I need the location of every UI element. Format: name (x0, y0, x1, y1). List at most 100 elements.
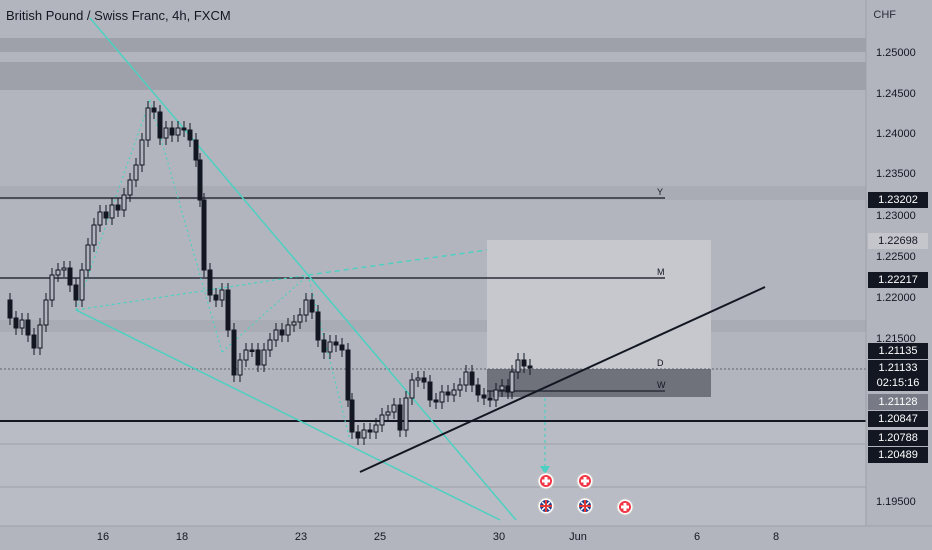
flag-swiss-icon[interactable] (576, 472, 594, 490)
candle-body (85, 244, 91, 271)
candle-body (127, 179, 133, 196)
pattern-leg-line[interactable] (307, 274, 351, 441)
candle-body (527, 365, 533, 369)
position-box[interactable] (487, 369, 711, 397)
candle-body (219, 289, 225, 301)
candle-body (79, 269, 85, 301)
candle-body (121, 194, 127, 211)
candle-body (457, 384, 463, 391)
candle-body (175, 127, 181, 136)
weekly-level-badge: 1.21128 (868, 394, 928, 410)
price-tick: 1.25000 (876, 47, 916, 59)
candle-body (237, 359, 243, 376)
candle-body (151, 107, 157, 113)
current-price-badge: 1.21133 (868, 360, 928, 376)
projection-dashed-line[interactable] (307, 249, 488, 276)
symbol-title[interactable]: British Pound / Swiss Franc, 4h, FXCM (6, 8, 231, 23)
time-tick: 25 (374, 531, 386, 543)
last-price-badge: 1.21135 (868, 343, 928, 359)
candle-body (475, 384, 481, 396)
flag-uk-icon[interactable] (576, 497, 594, 515)
resistance-band (0, 62, 866, 90)
candle-body (279, 329, 285, 336)
candle-body (451, 389, 457, 396)
candle-body (367, 429, 373, 433)
candle-body (427, 381, 433, 401)
candle-body (43, 299, 49, 326)
weekly-level-label: W (657, 380, 666, 390)
candle-body (373, 424, 379, 433)
price-tick: 1.21500 (876, 333, 916, 345)
flag-uk-icon[interactable] (537, 497, 555, 515)
flag-swiss-icon[interactable] (616, 498, 634, 516)
arrow-down-icon (540, 466, 550, 474)
candle-body (333, 341, 339, 346)
candle-body (309, 299, 315, 313)
channel-upper-trendline[interactable] (89, 17, 517, 521)
candle-body (91, 224, 97, 246)
candle-body (61, 267, 67, 271)
daily-level-label: D (657, 358, 664, 368)
candle-body (297, 314, 303, 323)
candle-body (409, 379, 415, 399)
candle-body (379, 414, 385, 426)
economic-events[interactable] (537, 472, 634, 516)
candle-body (361, 429, 367, 439)
candle-body (291, 321, 297, 326)
upper-box-badge: 1.22698 (868, 233, 928, 249)
candle-body (505, 385, 511, 393)
candle-body (97, 211, 103, 226)
candle-body (157, 111, 163, 139)
candle-body (515, 359, 521, 373)
time-tick: 30 (493, 531, 505, 543)
candle-body (139, 139, 145, 166)
zone-band (0, 186, 866, 200)
lower-box-badge: 1.20788 (868, 430, 928, 446)
low-level-badge: 1.20489 (868, 447, 928, 463)
candle-body (433, 399, 439, 403)
candle-body (499, 385, 505, 391)
candle-body (267, 339, 273, 351)
candle-body (327, 341, 333, 353)
time-tick: 23 (295, 531, 307, 543)
candle-body (481, 394, 487, 399)
price-tick: 1.24500 (876, 88, 916, 100)
candle-body (163, 127, 169, 139)
candle-body (397, 404, 403, 431)
price-tick: 1.24000 (876, 128, 916, 140)
candle-body (285, 324, 291, 336)
time-tick: Jun (569, 531, 587, 543)
candle-body (197, 159, 203, 201)
candle-body (463, 371, 469, 386)
candle-body (355, 431, 361, 439)
support-level-badge: 1.20847 (868, 411, 928, 427)
candle-body (421, 377, 427, 383)
price-tick: 1.23500 (876, 168, 916, 180)
candle-body (225, 289, 231, 331)
channel-lower-trendline[interactable] (75, 309, 501, 521)
candle-body (261, 349, 267, 366)
time-axis[interactable] (0, 526, 866, 550)
candle-body (273, 329, 279, 341)
candle-body (145, 107, 151, 141)
flag-swiss-icon[interactable] (537, 472, 555, 490)
candles-group[interactable] (7, 101, 533, 445)
candle-body (439, 391, 445, 403)
yearly-level-badge: 1.23202 (868, 192, 928, 208)
support-trendline[interactable] (359, 286, 766, 473)
pattern-leg-line[interactable] (149, 99, 223, 353)
price-tick: 1.22500 (876, 251, 916, 263)
candle-body (13, 317, 19, 329)
candle-body (391, 404, 397, 413)
candle-body (37, 324, 43, 349)
price-tick: 1.19500 (876, 496, 916, 508)
time-tick: 16 (97, 531, 109, 543)
projection-box[interactable] (487, 240, 711, 370)
candle-body (115, 204, 121, 211)
time-tick: 6 (694, 531, 700, 543)
pattern-leg-line[interactable] (221, 274, 309, 353)
candle-body (103, 211, 109, 219)
candle-body (345, 349, 351, 401)
candle-body (509, 371, 515, 393)
